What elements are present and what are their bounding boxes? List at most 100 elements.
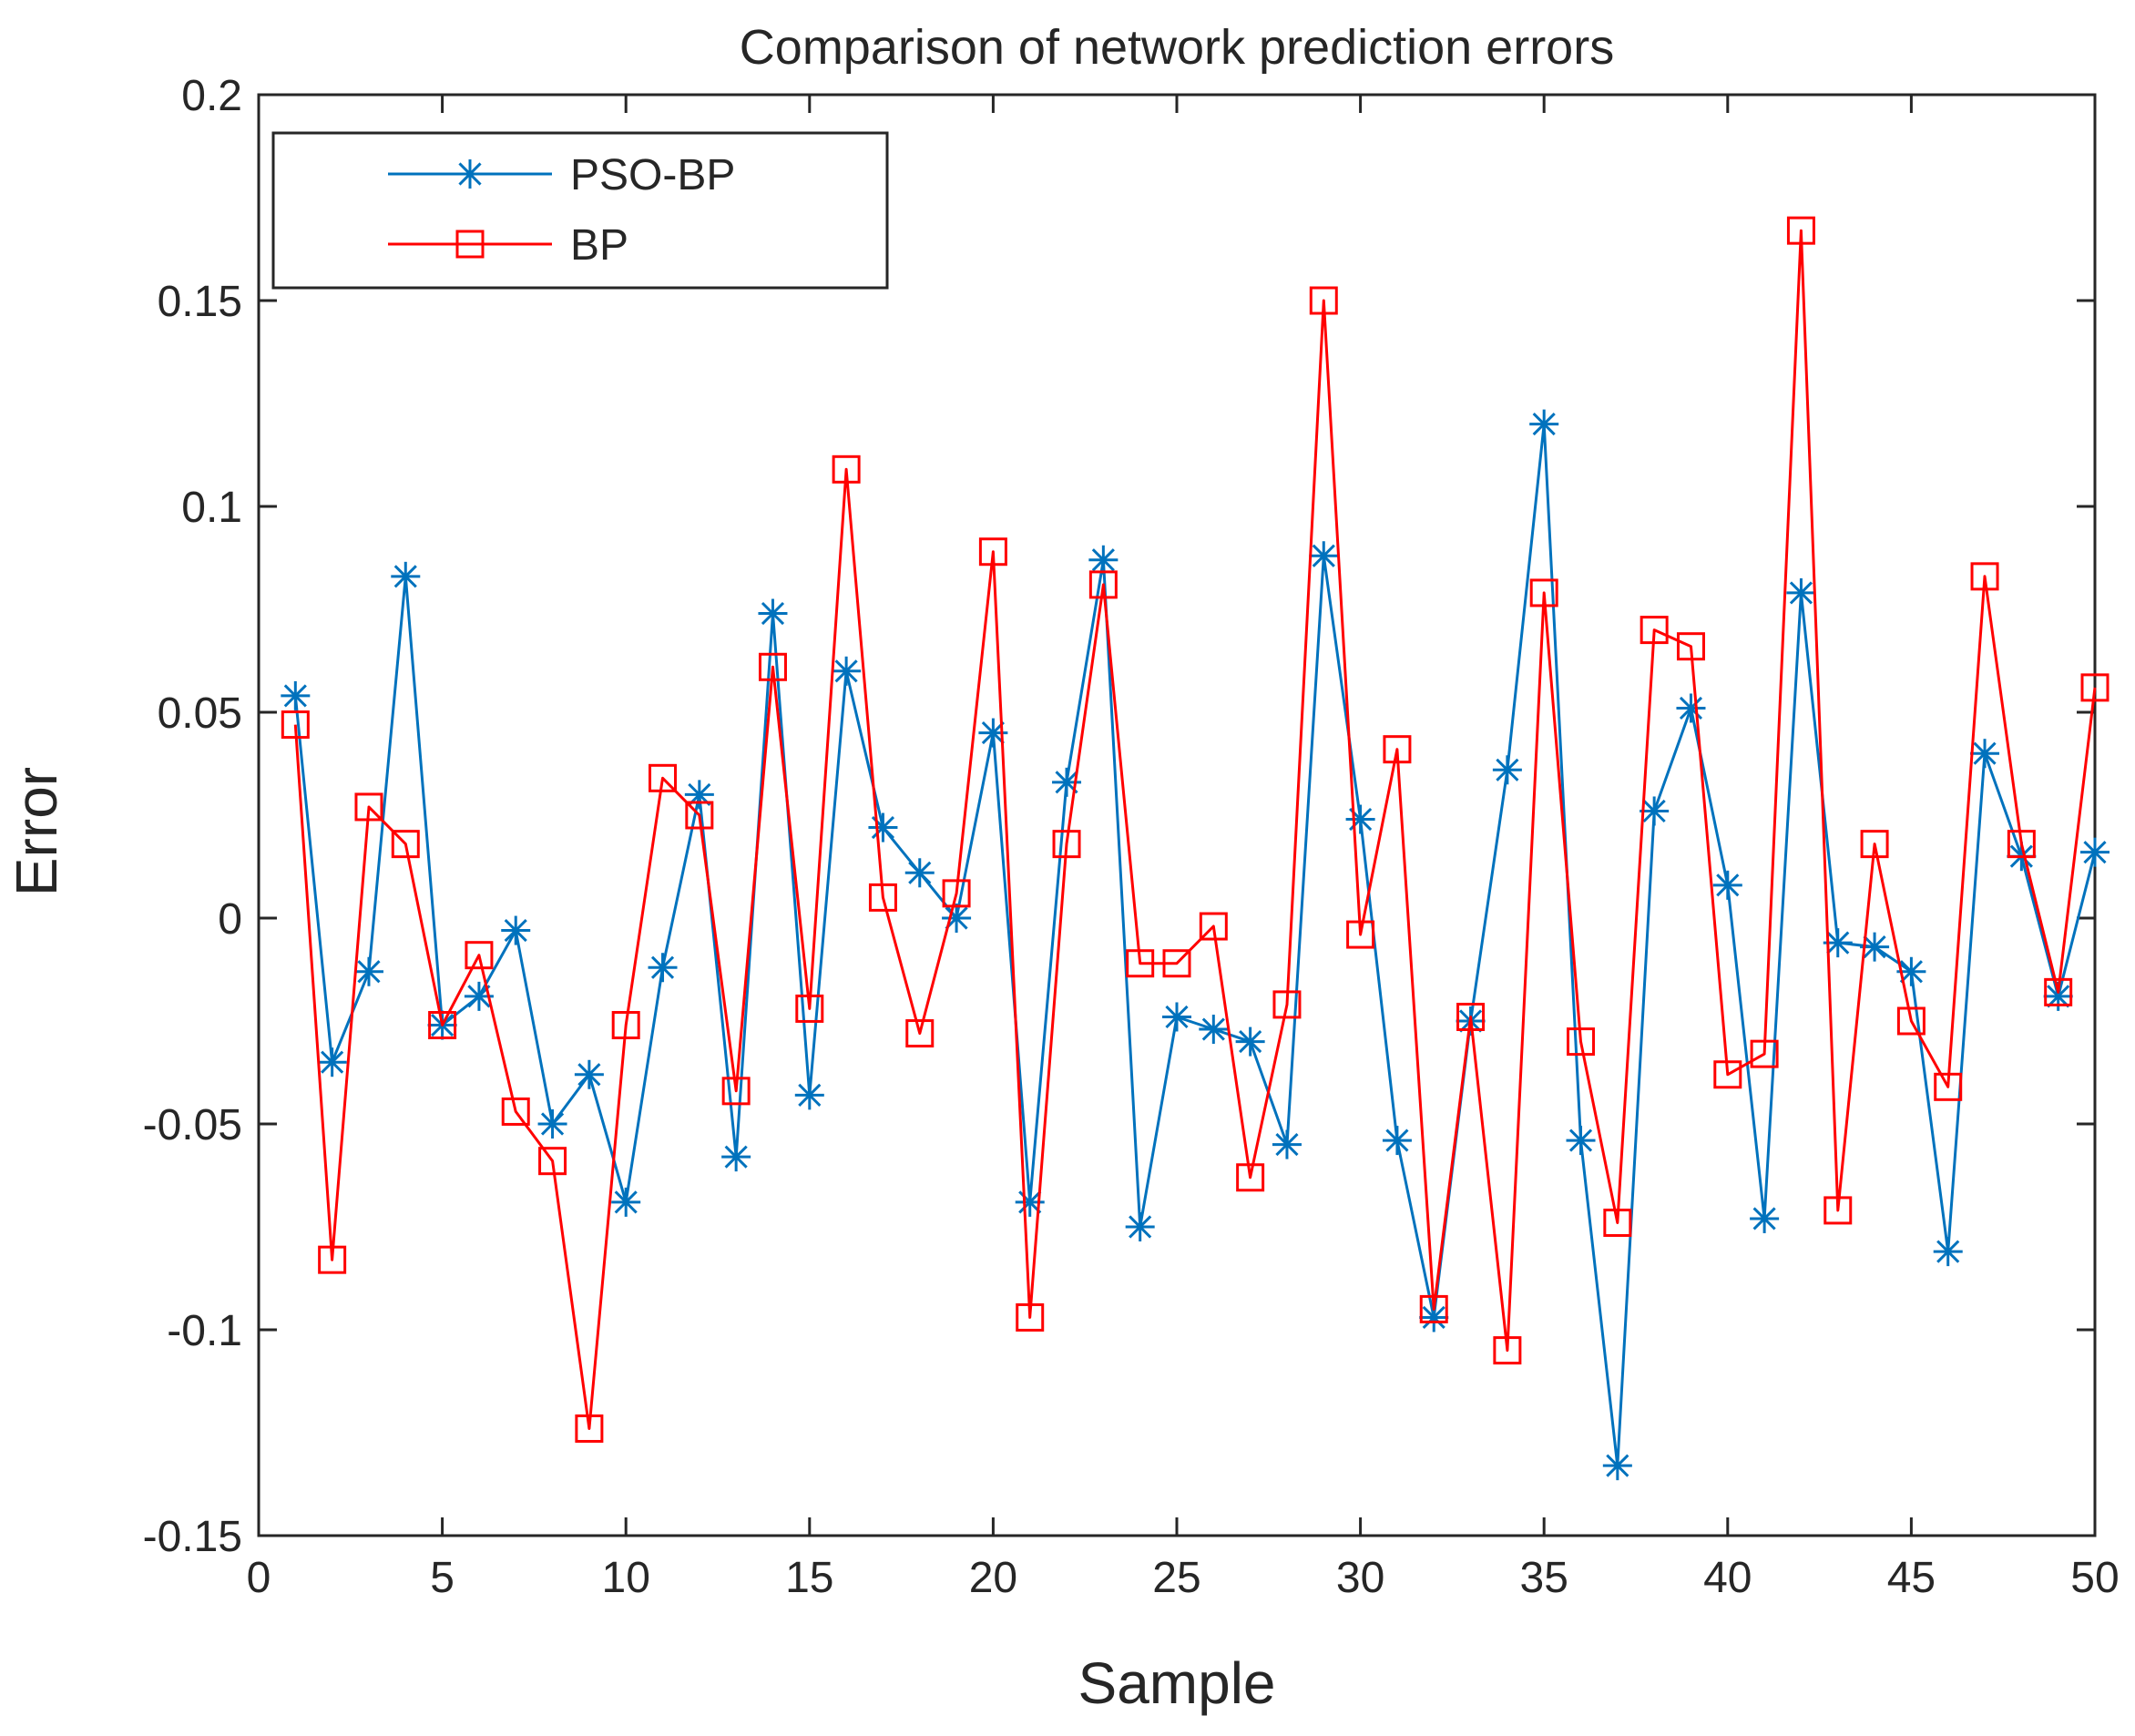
asterisk-stroke (724, 1145, 748, 1169)
x-axis-label: Sample (1078, 1650, 1276, 1716)
data-point-bp (1199, 912, 1228, 941)
data-point-pso-bp (1382, 1126, 1412, 1156)
data-point-pso-bp (1492, 755, 1522, 785)
asterisk-stroke (1312, 544, 1335, 567)
asterisk-stroke (504, 918, 527, 943)
data-point-bp (758, 652, 787, 681)
asterisk-stroke (1532, 413, 1556, 436)
data-point-bp (978, 537, 1007, 567)
asterisk-stroke (1496, 758, 1519, 781)
asterisk-stroke (1716, 873, 1740, 897)
series-bp (281, 216, 2109, 1443)
data-point-pso-bp (391, 561, 421, 591)
data-point-bp (1934, 1072, 1963, 1101)
data-point-bp (1676, 632, 1705, 661)
data-point-pso-bp (1088, 545, 1119, 575)
x-tick-label: 30 (1336, 1554, 1384, 1602)
axes-box (257, 93, 2097, 1537)
legend-marker (455, 230, 485, 259)
asterisk-stroke (1129, 1215, 1152, 1239)
data-point-pso-bp (648, 953, 678, 983)
data-point-bp (1162, 949, 1191, 978)
data-point-bp (1052, 830, 1081, 859)
asterisk-stroke (798, 1083, 822, 1107)
asterisk-stroke (1936, 1240, 1960, 1263)
data-point-bp (611, 1011, 640, 1040)
legend-entry-pso-bp: PSO-BP (388, 151, 735, 199)
y-tick-label: -0.05 (143, 1101, 242, 1149)
asterisk-stroke (2047, 985, 2070, 1008)
asterisk-stroke (1385, 1128, 1409, 1152)
legend-label: PSO-BP (570, 151, 735, 199)
data-point-pso-bp (721, 1142, 751, 1172)
y-tick-label: 0.2 (181, 72, 242, 120)
asterisk-stroke (1863, 935, 1886, 959)
asterisk-stroke (1055, 771, 1078, 794)
asterisk-stroke (1973, 741, 1997, 765)
data-point-pso-bp (1786, 577, 1816, 608)
data-point-bp (795, 994, 824, 1023)
data-point-pso-bp (942, 904, 972, 933)
chart-title: Comparison of network prediction errors (740, 20, 1614, 75)
data-point-pso-bp (1640, 796, 1670, 826)
data-point-bp (1970, 562, 1999, 591)
data-point-pso-bp (904, 858, 935, 888)
data-point-pso-bp (1602, 1451, 1632, 1481)
series-line-bp (293, 229, 2097, 1430)
x-tick-label: 50 (2070, 1554, 2119, 1602)
series-line-pso-bp (293, 423, 2097, 1467)
data-point-bp (868, 883, 897, 912)
data-point-pso-bp (1235, 1026, 1265, 1057)
data-point-bp (1309, 286, 1338, 315)
data-point-pso-bp (1676, 693, 1706, 723)
y-tick-label: 0.1 (181, 484, 242, 532)
legend-entry-bp: BP (388, 221, 628, 270)
data-point-bp (1088, 570, 1118, 599)
asterisk-stroke (1018, 1190, 1042, 1214)
data-point-bp (1823, 1196, 1853, 1225)
asterisk-stroke (650, 955, 675, 979)
plot-area: 0 5 10 15 20 25 30 35 40 45 50 -0.15 -0.1 -0.05 0 0.05 0… (143, 72, 2120, 1602)
data-point-pso-bp (1750, 1203, 1780, 1233)
x-tick-label: 5 (430, 1554, 455, 1602)
data-point-pso-bp (281, 680, 311, 710)
data-point-pso-bp (574, 1059, 604, 1089)
legend: PSO-BP BP (271, 131, 889, 290)
data-point-bp (1236, 1163, 1265, 1192)
y-tick-label: 0.05 (158, 689, 242, 738)
data-point-bp (2007, 830, 2036, 859)
data-point-bp (1493, 1336, 1522, 1365)
asterisk-stroke (1826, 931, 1850, 955)
data-point-bp (1750, 1039, 1779, 1068)
data-point-bp (2044, 977, 2073, 1006)
data-point-pso-bp (832, 656, 862, 686)
data-point-pso-bp (1419, 1302, 1449, 1333)
x-tick-label: 40 (1703, 1554, 1752, 1602)
asterisk-stroke (458, 162, 482, 186)
data-point-pso-bp (2080, 837, 2109, 867)
asterisk-stroke (1752, 1207, 1776, 1231)
asterisk-stroke (1165, 1005, 1189, 1029)
data-point-bp (1126, 949, 1155, 978)
legend-label: BP (570, 221, 628, 270)
y-axis-label: Error (4, 767, 69, 896)
asterisk-stroke (908, 861, 932, 884)
data-point-pso-bp (1933, 1237, 1963, 1267)
asterisk-stroke (283, 684, 307, 708)
data-point-bp (2080, 673, 2109, 702)
data-point-bp (905, 1019, 935, 1048)
asterisk-stroke (1239, 1030, 1262, 1054)
data-point-bp (318, 1245, 347, 1274)
asterisk-stroke (1899, 960, 1923, 984)
data-point-pso-bp (1970, 739, 2000, 769)
x-tick-label: 10 (602, 1554, 650, 1602)
data-point-bp (1603, 1208, 1632, 1237)
y-tick-label: -0.1 (167, 1307, 242, 1355)
data-point-pso-bp (611, 1187, 641, 1217)
asterisk-stroke (1422, 1305, 1445, 1330)
data-point-pso-bp (1345, 804, 1375, 834)
data-point-bp (1713, 1060, 1742, 1089)
data-point-bp (649, 763, 678, 792)
x-tick-label: 35 (1520, 1554, 1568, 1602)
data-point-bp (1346, 920, 1375, 949)
